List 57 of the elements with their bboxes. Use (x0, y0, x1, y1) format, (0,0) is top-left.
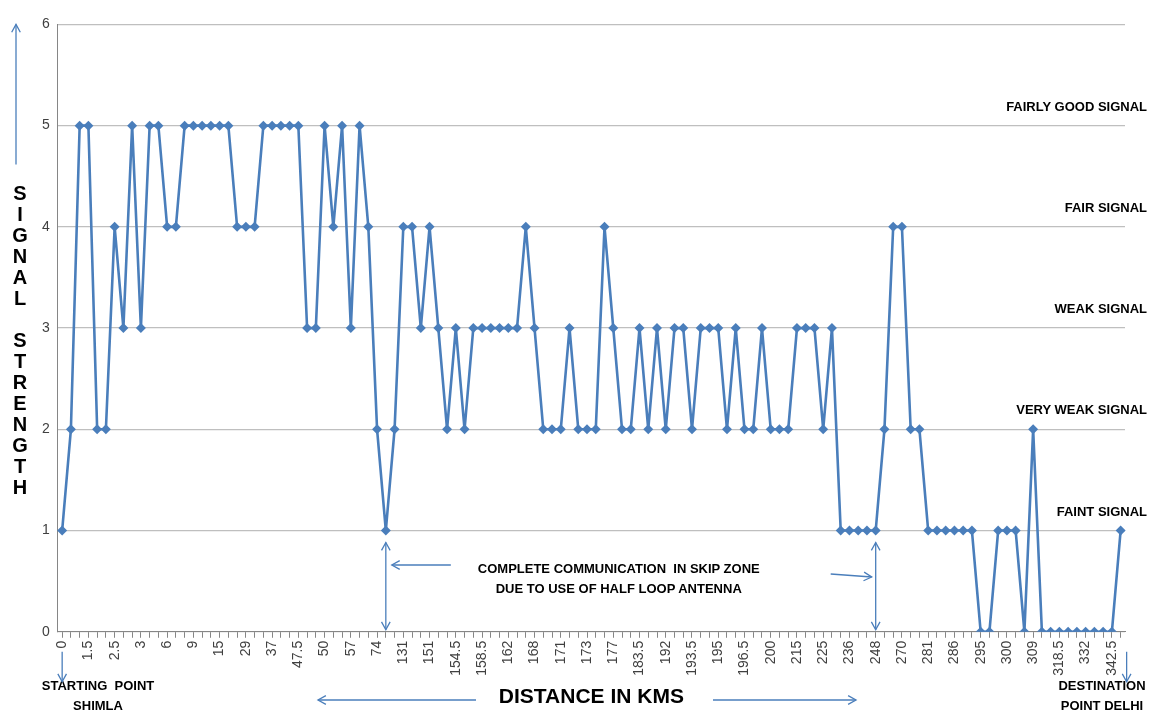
y-tick-label: 3 (41, 318, 50, 335)
x-tick-label: 309 (1024, 640, 1041, 665)
annotation: FAIRLY GOOD SIGNAL (1006, 98, 1148, 114)
x-tick-label: 183.5 (630, 640, 647, 676)
annotation: WEAK SIGNAL (1054, 301, 1148, 317)
x-tick-label: 162 (499, 640, 516, 665)
x-tick-label: 15 (210, 640, 227, 657)
x-tick-label: 57 (341, 640, 358, 657)
annotation: COMPLETE COMMUNICATION IN SKIP ZONE DUE TO USE OF HALF LOOP ANTENNA (477, 560, 761, 596)
y-tick-label: 6 (41, 15, 50, 32)
x-tick-label: 225 (814, 640, 831, 665)
x-tick-label: 192 (656, 640, 673, 665)
x-tick-label: 318.5 (1050, 640, 1067, 676)
annotation: FAIR SIGNAL (1064, 199, 1148, 215)
x-tick-label: 131 (394, 640, 411, 665)
x-tick-label: 281 (919, 640, 936, 665)
x-tick-label: 177 (604, 640, 621, 665)
x-tick-label: 47.5 (289, 640, 306, 669)
y-tick-label: 4 (41, 217, 50, 234)
x-tick-label: 171 (551, 640, 568, 665)
x-tick-label: 195 (709, 640, 726, 665)
y-tick-label: 5 (41, 116, 50, 133)
x-tick-label: 9 (184, 640, 201, 649)
x-tick-label: 295 (971, 640, 988, 665)
y-tick-label: 2 (41, 420, 50, 437)
x-axis-title: DISTANCE IN KMS (498, 684, 684, 708)
x-tick-label: 37 (262, 640, 279, 657)
x-tick-label: 236 (840, 640, 857, 665)
x-tick-label: 50 (315, 640, 332, 657)
x-tick-label: 215 (787, 640, 804, 665)
x-tick-label: 286 (945, 640, 962, 665)
x-tick-label: 2.5 (105, 640, 122, 661)
x-tick-label: 168 (525, 640, 542, 665)
x-tick-label: 270 (892, 640, 909, 665)
x-tick-label: 1.5 (79, 640, 96, 661)
annotation: FAINT SIGNAL (1056, 503, 1148, 519)
x-tick-label: 193.5 (682, 640, 699, 676)
x-tick-label: 342.5 (1102, 640, 1119, 676)
x-tick-label: 196.5 (735, 640, 752, 676)
x-tick-label: 154.5 (446, 640, 463, 676)
text: SIGNAL STRENGTH (12, 181, 28, 498)
x-tick-label: 248 (866, 640, 883, 665)
x-tick-label: 300 (997, 640, 1014, 665)
text: STARTING POINT SHIMLA (41, 677, 155, 713)
x-tick-label: 151 (420, 640, 437, 665)
text: DESTINATION POINT DELHI (1058, 677, 1146, 713)
x-tick-label: 158.5 (472, 640, 489, 676)
x-tick-label: 29 (236, 640, 253, 657)
x-tick-label: 74 (367, 640, 384, 657)
x-tick-label: 3 (131, 640, 148, 649)
x-tick-label: 0 (53, 640, 70, 649)
y-tick-label: 1 (41, 521, 50, 538)
x-tick-label: 6 (157, 640, 174, 649)
x-tick-label: 200 (761, 640, 778, 665)
annotation: VERY WEAK SIGNAL (1016, 402, 1148, 418)
x-tick-label: 173 (577, 640, 594, 665)
x-tick-label: 332 (1076, 640, 1093, 665)
